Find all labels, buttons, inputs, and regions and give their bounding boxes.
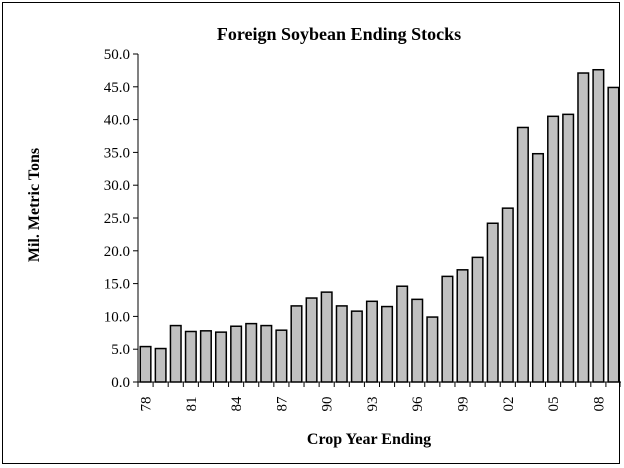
- bar-05: [547, 115, 560, 383]
- bar-00: [471, 256, 484, 383]
- bar-97: [426, 316, 439, 383]
- bar-79: [154, 347, 167, 383]
- bar-07: [577, 72, 590, 383]
- y-tick-label: 10.0: [104, 309, 130, 325]
- y-tick-label: 5.0: [111, 342, 130, 358]
- bar-01: [486, 222, 499, 383]
- x-axis-ticks: 78 81 84 87 90 93 96 99 02 05 08: [137, 382, 621, 412]
- bar-06: [562, 113, 575, 383]
- bar-88: [290, 305, 303, 383]
- x-tick-label: 99: [456, 397, 472, 412]
- x-tick-label: 87: [274, 396, 290, 412]
- y-axis-ticks: 0.0 5.0 10.0 15.0 20.0 25.0 30.0 35.0 40.0 45.0 50…: [104, 47, 138, 391]
- bar-83: [214, 331, 228, 383]
- bar-86: [260, 324, 273, 383]
- x-tick-label: 81: [184, 397, 200, 412]
- bar-93: [365, 300, 378, 383]
- y-tick-label: 40.0: [104, 113, 130, 129]
- bar-04: [531, 152, 545, 383]
- x-tick-label: 96: [410, 396, 426, 412]
- y-tick-label: 15.0: [104, 277, 130, 293]
- bar-03: [516, 126, 529, 383]
- bar-96: [411, 298, 424, 383]
- bar-85: [245, 322, 258, 383]
- bar-08: [592, 68, 605, 383]
- bar-chart: Foreign Soybean Ending Stocks 0.0 5.0 10.0…: [26, 24, 621, 448]
- y-tick-label: 30.0: [104, 178, 130, 194]
- x-tick-label: 05: [546, 397, 562, 412]
- bar-87: [275, 329, 288, 383]
- y-tick-label: 35.0: [104, 145, 130, 161]
- y-axis-title: Mil. Metric Tons: [26, 148, 43, 262]
- x-tick-label: 84: [229, 396, 245, 412]
- bar-90: [320, 291, 333, 383]
- bars-group: [139, 68, 620, 383]
- bar-82: [199, 330, 212, 383]
- y-tick-label: 25.0: [104, 211, 130, 227]
- x-axis-title: Crop Year Ending: [307, 431, 431, 448]
- bar-91: [335, 305, 348, 383]
- bar-81: [184, 330, 197, 383]
- chart-frame: Foreign Soybean Ending Stocks 0.0 5.0 10.0…: [2, 2, 621, 464]
- bar-92: [350, 310, 363, 383]
- bar-78: [139, 345, 152, 383]
- bar-98: [441, 275, 454, 383]
- x-tick-label: 02: [501, 397, 517, 412]
- x-tick-label: 93: [365, 397, 381, 412]
- bar-99: [456, 269, 469, 383]
- chart-title: Foreign Soybean Ending Stocks: [217, 24, 461, 44]
- y-tick-label: 0.0: [111, 375, 130, 391]
- y-tick-label: 20.0: [104, 244, 130, 260]
- y-tick-label: 45.0: [104, 80, 130, 96]
- bar-89: [305, 297, 318, 383]
- bar-94: [381, 305, 394, 383]
- x-tick-label: 78: [139, 397, 155, 412]
- x-tick-label: 08: [591, 397, 607, 412]
- bar-02: [501, 207, 514, 383]
- y-tick-label: 50.0: [104, 47, 130, 63]
- bar-84: [230, 325, 243, 383]
- bar-09: [607, 86, 620, 383]
- bar-80: [169, 324, 182, 383]
- bar-95: [396, 285, 409, 383]
- x-tick-label: 90: [320, 397, 336, 412]
